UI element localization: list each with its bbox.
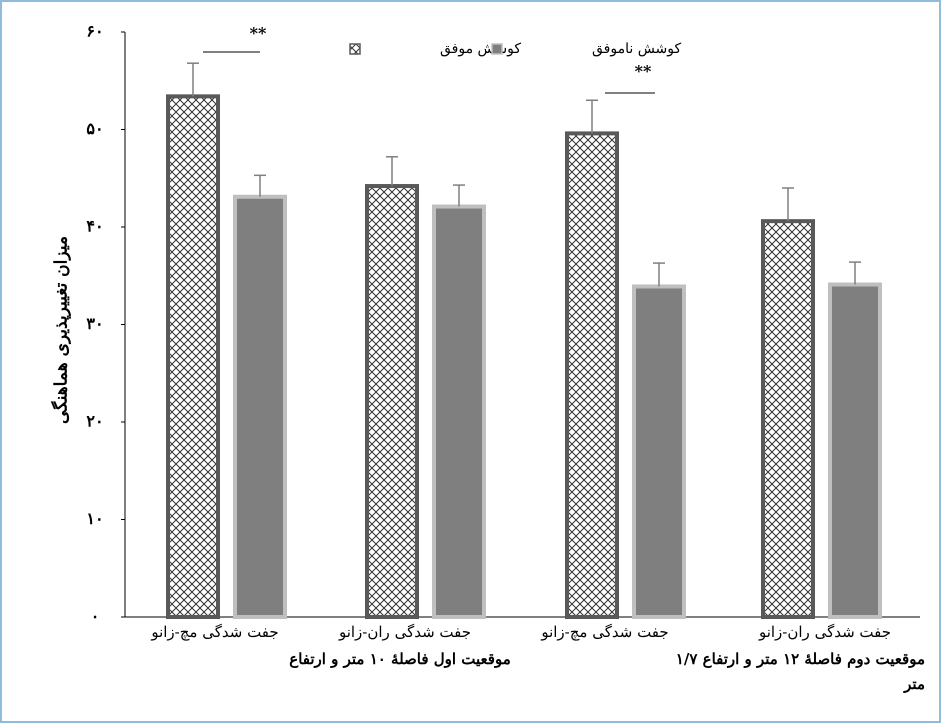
bar [235, 197, 285, 617]
y-axis-title: میزان تغییرپذیری هماهنگی [51, 236, 72, 424]
significance-label: ** [250, 24, 267, 43]
y-tick-label: ۲۰ [86, 412, 103, 431]
x-tick-label: جفت شدگی ران-زانو [758, 623, 891, 641]
bar [434, 207, 484, 617]
chart: میزان تغییرپذیری هماهنگی ۰ ۱۰ ۲۰ ۳۰ ۴۰ ۵۰ ۶۰ جف… [0, 0, 941, 723]
y-tick-label: ۴۰ [86, 217, 103, 236]
legend-swatch [350, 44, 360, 54]
x-tick-label: جفت شدگی مچ-زانو [150, 623, 278, 641]
legend-label: کوشش ناموفق [592, 41, 682, 57]
bar [634, 286, 684, 617]
legend-label: کوشش موفق [440, 41, 521, 57]
y-tick-label: ۱۰ [86, 509, 103, 528]
x-tick-label: جفت شدگی ران-زانو [338, 623, 471, 641]
bar [567, 133, 617, 617]
bar [763, 221, 813, 617]
bar [168, 96, 218, 617]
y-tick-label: ۶۰ [86, 22, 103, 41]
y-tick-label: ۳۰ [86, 314, 103, 333]
bar [830, 285, 880, 617]
significance-label: ** [635, 62, 652, 81]
group-label: موقعیت اول فاصلهٔ ۱۰ متر و ارتفاع [289, 650, 511, 668]
bar [367, 186, 417, 617]
y-tick-label: ۰ [91, 607, 100, 626]
legend-swatch [492, 44, 502, 54]
x-tick-label: جفت شدگی مچ-زانو [540, 623, 668, 641]
y-tick-label: ۵۰ [86, 119, 103, 138]
